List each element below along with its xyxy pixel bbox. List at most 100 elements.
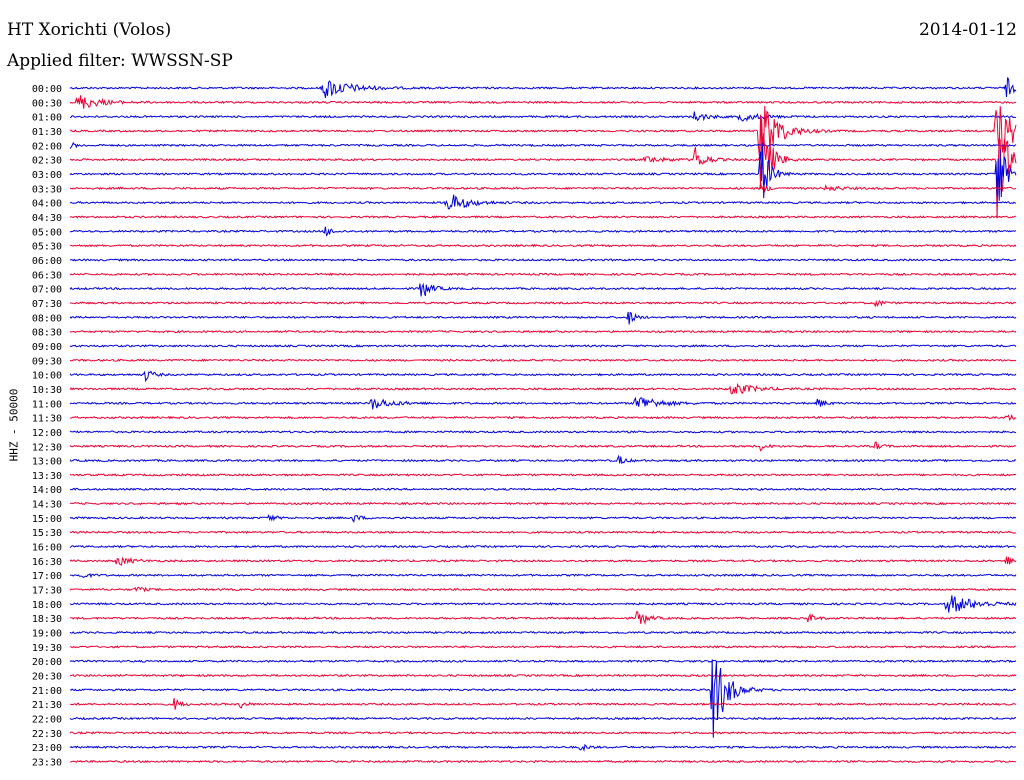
filter-label: Applied filter: WWSSN-SP bbox=[7, 51, 233, 71]
row-time-label: 05:00 bbox=[32, 227, 62, 238]
date-label: 2014-01-12 bbox=[918, 20, 1017, 40]
row-time-label: 02:00 bbox=[32, 141, 62, 152]
row-time-label: 03:00 bbox=[32, 170, 62, 181]
row-time-label: 16:00 bbox=[32, 543, 62, 554]
trace-line bbox=[69, 344, 1017, 348]
row-time-label: 20:30 bbox=[32, 672, 62, 683]
row-time-label: 10:00 bbox=[32, 371, 62, 382]
trace-line bbox=[69, 759, 1017, 764]
row-time-label: 18:00 bbox=[32, 600, 62, 611]
row-time-label: 11:00 bbox=[32, 399, 62, 410]
row-time-label: 11:30 bbox=[32, 414, 62, 425]
trace-line bbox=[69, 473, 1017, 477]
row-time-label: 12:00 bbox=[32, 428, 62, 439]
row-time-label: 01:30 bbox=[32, 127, 62, 138]
trace-line bbox=[69, 630, 1017, 635]
row-time-label: 13:30 bbox=[32, 471, 62, 482]
trace-line bbox=[69, 716, 1017, 721]
trace-line bbox=[69, 611, 1017, 626]
row-time-label: 23:00 bbox=[32, 743, 62, 754]
trace-line bbox=[69, 243, 1017, 248]
row-time-label: 14:00 bbox=[32, 485, 62, 496]
trace-line bbox=[69, 743, 1017, 753]
trace-line bbox=[69, 396, 1017, 410]
trace-line bbox=[69, 370, 1017, 383]
trace-line bbox=[69, 358, 1017, 363]
trace-line bbox=[69, 311, 1017, 325]
row-time-label: 16:30 bbox=[32, 557, 62, 568]
trace-line bbox=[69, 77, 1017, 98]
trace-line bbox=[69, 556, 1017, 566]
trace-line bbox=[69, 111, 1017, 122]
trace-line bbox=[69, 182, 1017, 193]
trace-line bbox=[69, 659, 1017, 663]
row-time-label: 22:00 bbox=[32, 715, 62, 726]
row-time-label: 23:30 bbox=[32, 758, 62, 769]
row-time-label: 17:30 bbox=[32, 586, 62, 597]
row-time-label: 03:30 bbox=[32, 184, 62, 195]
row-time-label: 06:30 bbox=[32, 270, 62, 281]
trace-line bbox=[69, 573, 1017, 579]
trace-line bbox=[69, 544, 1017, 549]
row-time-label: 05:30 bbox=[32, 242, 62, 253]
row-time-label: 04:00 bbox=[32, 199, 62, 210]
trace-line bbox=[69, 659, 1017, 738]
trace-line bbox=[69, 299, 1017, 308]
row-time-label: 07:00 bbox=[32, 285, 62, 296]
row-time-label: 14:30 bbox=[32, 500, 62, 511]
trace-line bbox=[69, 595, 1017, 613]
row-time-label: 02:30 bbox=[32, 156, 62, 167]
row-time-label: 17:00 bbox=[32, 571, 62, 582]
trace-line bbox=[69, 382, 1017, 395]
trace-line bbox=[69, 454, 1017, 465]
trace-line bbox=[69, 645, 1016, 649]
row-time-label: 10:30 bbox=[32, 385, 62, 396]
trace-line bbox=[69, 329, 1017, 334]
row-time-label: 20:00 bbox=[32, 657, 62, 668]
trace-line bbox=[69, 272, 1017, 277]
row-time-label: 06:00 bbox=[32, 256, 62, 267]
trace-line bbox=[69, 141, 1017, 149]
trace-line bbox=[69, 282, 1017, 297]
row-time-label: 04:30 bbox=[32, 213, 62, 224]
trace-line bbox=[69, 731, 1017, 735]
trace-line bbox=[69, 487, 1017, 491]
row-time-label: 09:00 bbox=[32, 342, 62, 353]
trace-line bbox=[69, 430, 1017, 434]
trace-line bbox=[70, 118, 1017, 219]
trace-line bbox=[69, 501, 1017, 506]
row-time-label: 00:30 bbox=[32, 98, 62, 109]
trace-line bbox=[69, 258, 1017, 262]
row-time-label: 09:30 bbox=[32, 356, 62, 367]
trace-line bbox=[69, 226, 1017, 237]
row-time-label: 21:30 bbox=[32, 700, 62, 711]
station-title: HT Xorichti (Volos) bbox=[7, 20, 172, 40]
row-time-label: 22:30 bbox=[32, 729, 62, 740]
trace-line bbox=[69, 194, 1017, 210]
row-time-label: 18:30 bbox=[32, 614, 62, 625]
trace-line bbox=[69, 673, 1017, 678]
trace-line bbox=[69, 105, 1017, 158]
trace-line bbox=[69, 441, 1017, 452]
row-time-label: 08:00 bbox=[32, 313, 62, 324]
row-time-label: 19:30 bbox=[32, 643, 62, 654]
row-time-label: 21:00 bbox=[32, 686, 62, 697]
row-time-label: 19:00 bbox=[32, 629, 62, 640]
row-time-label: 12:30 bbox=[32, 442, 62, 453]
trace-line bbox=[69, 142, 1017, 201]
row-time-label: 15:30 bbox=[32, 528, 62, 539]
trace-line bbox=[69, 513, 1017, 523]
trace-line bbox=[69, 530, 1017, 534]
trace-line bbox=[69, 413, 1017, 422]
trace-line bbox=[69, 95, 1017, 109]
row-time-label: 13:00 bbox=[32, 457, 62, 468]
trace-line bbox=[69, 697, 1017, 710]
row-time-label: 01:00 bbox=[32, 113, 62, 124]
row-time-label: 00:00 bbox=[32, 84, 62, 95]
trace-line bbox=[69, 586, 1017, 593]
row-time-label: 07:30 bbox=[32, 299, 62, 310]
row-time-label: 15:00 bbox=[32, 514, 62, 525]
trace-line bbox=[69, 215, 1017, 219]
row-time-label: 08:30 bbox=[32, 328, 62, 339]
